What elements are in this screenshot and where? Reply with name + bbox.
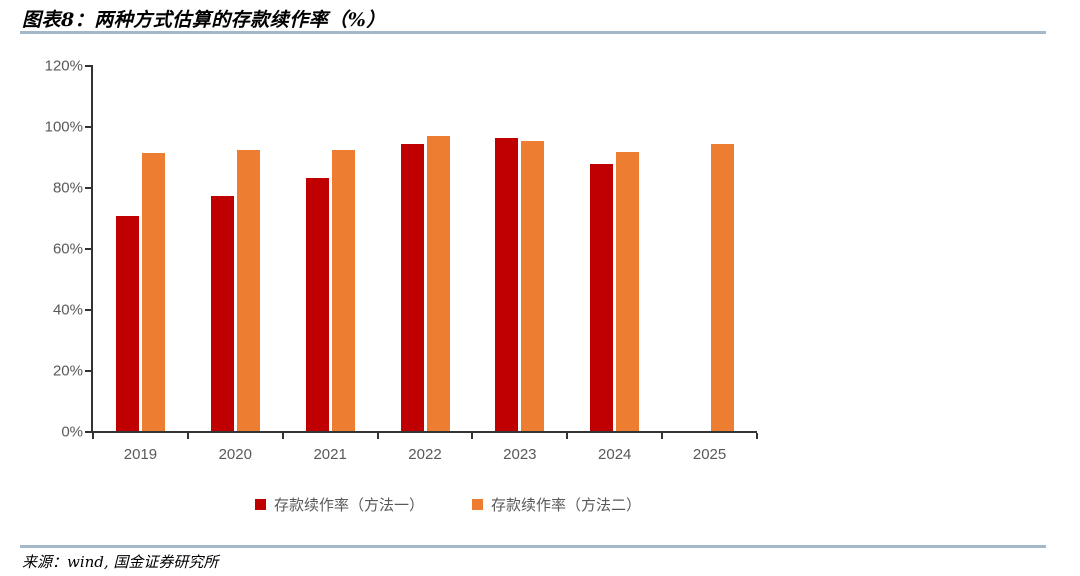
x-axis-category-label: 2025: [692, 446, 727, 463]
bar-2021-series1: [305, 177, 329, 431]
bar-2020-series1: [210, 196, 234, 431]
x-axis-category-label: 2020: [218, 446, 252, 463]
y-axis-tick-label: 40%: [52, 301, 83, 319]
bar-2022-series2: [426, 135, 450, 431]
x-axis-category-label: 2023: [503, 446, 537, 463]
legend-swatch-red: [254, 499, 266, 510]
y-axis-tick-label: 60%: [52, 240, 83, 258]
y-axis-tick-label: 100%: [44, 118, 83, 136]
source-text: 来源：wind, 国金证券研究所: [22, 553, 219, 571]
footer-divider-line: [20, 545, 1046, 548]
x-axis-tick-mark: [281, 433, 284, 439]
x-axis-tick-mark: [756, 433, 758, 439]
y-axis-tick-mark: [85, 431, 92, 433]
x-axis-tick-mark: [376, 433, 379, 439]
y-axis-tick-label: 120%: [44, 57, 83, 75]
x-axis-category-label: 2022: [408, 446, 442, 463]
y-axis-tick-mark: [85, 126, 92, 128]
y-axis-tick-mark: [85, 370, 92, 372]
y-axis-tick-mark: [85, 187, 92, 189]
bar-2021-series2: [331, 150, 355, 431]
legend-label-method2: 存款续作率（方法二）: [491, 497, 642, 514]
y-axis-tick-label: 80%: [52, 179, 83, 197]
x-axis-category-label: 2024: [598, 446, 632, 463]
x-axis-tick-mark: [566, 433, 569, 439]
bar-2022-series1: [400, 144, 424, 431]
x-axis-category-label: 2021: [313, 446, 347, 463]
y-axis-tick-mark: [85, 309, 92, 311]
bar-2020-series2: [236, 150, 260, 431]
bar-2019-series1: [115, 215, 139, 431]
legend-label-method1: 存款续作率（方法一）: [273, 497, 424, 514]
y-axis-line: [91, 65, 93, 433]
y-axis-tick-label: 20%: [52, 362, 83, 380]
chart-title: 图表8：两种方式估算的存款续作率（%）: [22, 9, 386, 31]
x-axis-tick-mark: [186, 433, 189, 439]
bar-2025-series2: [711, 144, 735, 431]
x-axis-category-label: 2019: [123, 446, 158, 463]
y-axis-tick-mark: [85, 248, 92, 250]
legend-item-method2: 存款续作率（方法二）: [472, 494, 641, 515]
y-axis-tick-label: 0%: [61, 423, 83, 441]
bar-2024-series1: [590, 164, 614, 431]
chart-legend: 存款续作率（方法一） 存款续作率（方法二）: [8, 494, 888, 515]
bar-2024-series2: [616, 151, 640, 431]
x-axis-tick-mark: [92, 433, 94, 439]
bar-2023-series2: [521, 141, 545, 431]
x-axis-tick-mark: [471, 433, 474, 439]
x-axis-line: [91, 431, 757, 433]
x-axis-tick-mark: [661, 433, 664, 439]
bar-2023-series1: [495, 138, 519, 431]
title-divider-line: [20, 31, 1046, 34]
legend-item-method1: 存款续作率（方法一）: [254, 494, 424, 515]
legend-swatch-orange: [472, 499, 483, 510]
y-axis-tick-mark: [85, 65, 92, 67]
bar-2019-series2: [141, 153, 165, 431]
